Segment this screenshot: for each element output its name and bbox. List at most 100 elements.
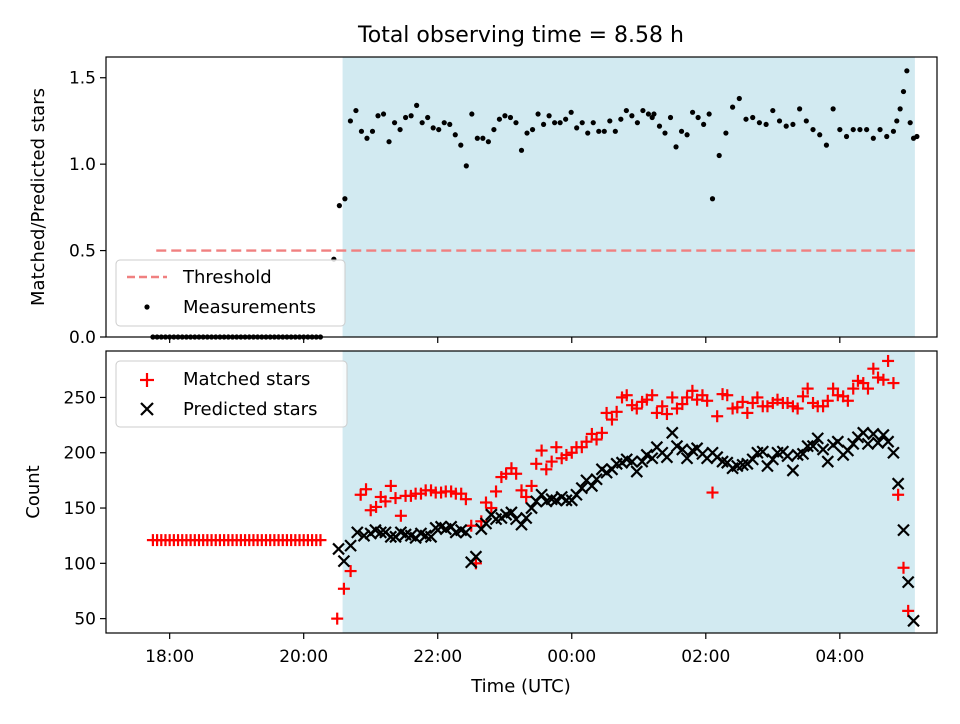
measurement-point — [662, 130, 668, 136]
predicted-star-point — [519, 511, 533, 525]
matched-star-point — [877, 373, 890, 386]
predicted-star-point — [332, 542, 345, 556]
predicted-star-point — [590, 473, 603, 486]
measurement-point — [723, 130, 729, 136]
measurement-point — [568, 109, 574, 115]
matched-star-point — [610, 405, 623, 418]
matched-star-point — [479, 496, 492, 509]
matched-stars-points — [146, 354, 915, 625]
predicted-star-point — [871, 436, 885, 450]
predicted-star-point — [877, 428, 890, 442]
measurement-point — [469, 111, 475, 117]
predicted-star-point — [479, 517, 493, 530]
matched-star-point — [650, 406, 663, 419]
predicted-star-point — [344, 539, 357, 552]
measurement-point — [529, 126, 536, 133]
top-legend: Threshold Measurements — [115, 259, 346, 327]
predicted-star-point — [901, 575, 915, 589]
matched-star-point — [902, 604, 915, 617]
measurement-point — [736, 95, 742, 102]
measurement-point — [684, 132, 690, 138]
measurement-point — [585, 130, 591, 136]
measurement-point — [463, 163, 469, 169]
measurement-point — [480, 135, 486, 141]
measurement-point — [540, 121, 547, 128]
legend-measurements-swatch — [144, 304, 150, 310]
predicted-star-point — [666, 426, 679, 440]
measurement-point — [414, 102, 420, 108]
legend-threshold-label: Threshold — [182, 267, 272, 288]
predicted-star-point — [525, 501, 538, 515]
predicted-star-point — [374, 526, 388, 539]
measurement-point — [563, 116, 569, 122]
matched-star-point — [360, 483, 373, 496]
matched-star-point — [344, 565, 357, 578]
predicted-star-point — [907, 614, 920, 628]
bottom-x-ticks: 18:00 20:00 22:00 00:00 02:00 04:00 — [145, 633, 864, 667]
x-tick-label: 20:00 — [279, 647, 328, 667]
predicted-star-point — [585, 479, 599, 493]
measurement-point — [803, 118, 809, 124]
predicted-star-point — [560, 494, 573, 507]
measurement-point — [386, 139, 392, 145]
predicted-star-point — [801, 439, 814, 453]
predicted-star-point — [660, 450, 674, 464]
measurement-point — [709, 196, 716, 202]
measurement-point — [830, 106, 836, 112]
measurement-point — [667, 114, 674, 121]
predicted-star-point — [887, 446, 900, 460]
predicted-stars-points — [332, 426, 920, 628]
matched-star-point — [882, 354, 895, 367]
x-tick-label: 22:00 — [413, 647, 462, 667]
matched-star-point — [872, 371, 885, 384]
matched-star-point — [314, 534, 327, 547]
matched-star-point — [600, 406, 613, 419]
predicted-star-point — [676, 443, 689, 456]
measurement-point — [817, 132, 823, 138]
measurement-point — [507, 114, 514, 121]
measurement-point — [914, 133, 920, 140]
matched-star-point — [867, 362, 880, 375]
measurement-point — [750, 114, 756, 121]
matched-star-point — [459, 493, 472, 506]
matched-star-point — [706, 486, 719, 499]
measurement-point — [890, 128, 897, 134]
matched-star-point — [721, 389, 734, 402]
bottom-y-tick-label: 100 — [64, 554, 96, 574]
predicted-star-point — [337, 554, 351, 568]
measurement-point — [601, 128, 607, 134]
bottom-y-tick-label: 150 — [64, 499, 96, 519]
measurement-point — [857, 126, 863, 133]
predicted-star-point — [816, 443, 830, 456]
top-y-axis-label: Matched/Predicted stars — [28, 88, 49, 306]
x-tick-label: 18:00 — [145, 647, 194, 667]
measurement-point — [877, 126, 883, 133]
top-y-tick-label: 0.5 — [69, 242, 96, 262]
legend-measurements-label: Measurements — [183, 297, 316, 318]
measurement-point — [756, 120, 763, 126]
matched-star-point — [331, 612, 344, 625]
matched-star-point — [630, 402, 643, 415]
measurement-point — [716, 152, 722, 159]
x-tick-label: 00:00 — [547, 647, 596, 667]
matched-star-point — [666, 391, 679, 404]
predicted-star-point — [357, 529, 371, 542]
measurement-point — [397, 126, 403, 133]
measurement-point — [776, 118, 783, 124]
predicted-star-point — [766, 453, 780, 466]
matched-star-point — [741, 406, 754, 419]
measurement-point — [347, 118, 354, 124]
predicted-star-point — [384, 530, 398, 544]
matched-star-point — [525, 479, 538, 492]
measurement-point — [678, 128, 685, 134]
predicted-star-point — [625, 455, 639, 468]
matched-star-point — [841, 394, 854, 407]
matched-star-point — [656, 400, 669, 413]
matched-star-point — [394, 509, 407, 522]
measurement-point — [645, 111, 652, 117]
matched-star-point — [379, 495, 392, 508]
predicted-star-point — [867, 427, 880, 441]
matched-star-point — [686, 384, 699, 397]
measurement-point — [408, 113, 414, 119]
